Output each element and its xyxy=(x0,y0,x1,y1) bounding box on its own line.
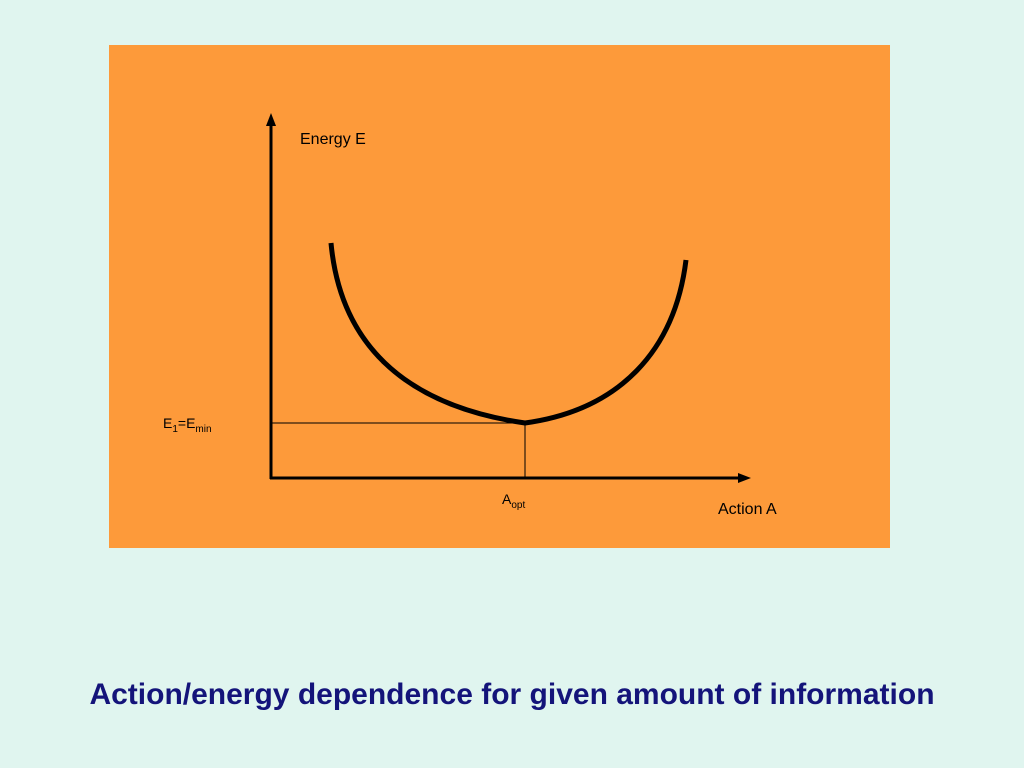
a-opt-label: Aopt xyxy=(502,491,525,511)
a-opt-part: opt xyxy=(511,500,525,511)
a-opt-part: A xyxy=(502,491,512,507)
y-axis-arrow xyxy=(266,113,276,126)
y-axis-label: Energy E xyxy=(300,131,366,148)
x-axis-label: Action A xyxy=(718,501,777,518)
caption: Action/energy dependence for given amoun… xyxy=(89,678,934,711)
e-min-part: min xyxy=(195,424,211,435)
e-min-label: E1=Emin xyxy=(163,415,212,435)
x-axis-arrow xyxy=(738,473,751,483)
energy-curve xyxy=(328,242,689,426)
e-min-part: =E xyxy=(178,415,196,431)
e-min-part: E xyxy=(163,415,172,431)
diagram-panel xyxy=(109,45,890,548)
e-min-part: 1 xyxy=(172,424,178,435)
